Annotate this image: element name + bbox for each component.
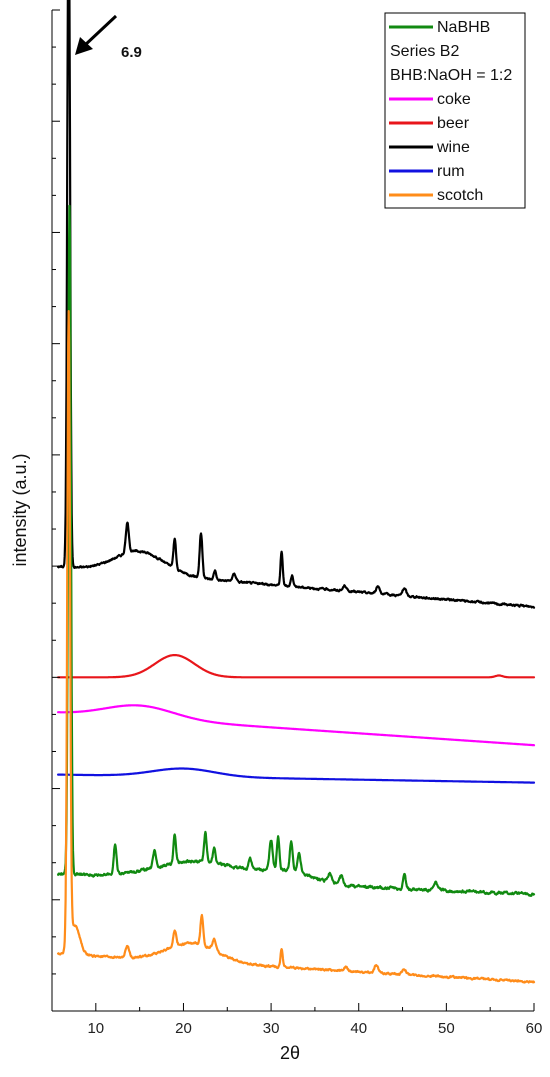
axes-layer bbox=[51, 10, 534, 1012]
legend-box bbox=[384, 12, 526, 209]
x-axis-label: 2θ bbox=[280, 1043, 300, 1063]
legend-label: beer bbox=[437, 115, 470, 132]
legend-label: scotch bbox=[437, 187, 483, 204]
legend-label: coke bbox=[437, 91, 471, 108]
legend-entry: rum bbox=[389, 163, 465, 180]
legend-entry: scotch bbox=[389, 187, 483, 204]
x-tick-label: 20 bbox=[175, 1020, 192, 1037]
legend-label: wine bbox=[436, 139, 470, 156]
legend-label: rum bbox=[437, 163, 465, 180]
legend-entry: BHB:NaOH = 1:2 bbox=[390, 67, 512, 84]
x-tick-label: 30 bbox=[263, 1020, 280, 1037]
legend-label: BHB:NaOH = 1:2 bbox=[390, 67, 512, 84]
legend-entry: beer bbox=[389, 115, 470, 132]
annotation-arrow-head bbox=[75, 37, 93, 55]
series-line-coke bbox=[57, 704, 536, 747]
legend-entry: Series B2 bbox=[390, 43, 459, 60]
series-line-nabhb bbox=[57, 204, 536, 897]
series-line-rum bbox=[57, 767, 536, 784]
legend-entries: NaBHB Series B2 BHB:NaOH = 1:2 coke beer wine… bbox=[389, 19, 512, 204]
x-tick-layer: 10 20 30 40 50 60 bbox=[51, 1003, 543, 1037]
series-line-scotch bbox=[57, 310, 536, 984]
legend-label: Series B2 bbox=[390, 43, 459, 60]
legend-entry: NaBHB bbox=[389, 19, 490, 36]
x-tick-label: 40 bbox=[350, 1020, 367, 1037]
x-tick-label: 50 bbox=[438, 1020, 455, 1037]
legend-label: NaBHB bbox=[437, 19, 490, 36]
annotation-label: 6.9 bbox=[121, 44, 142, 61]
y-tick-layer bbox=[52, 9, 60, 1012]
y-axis-label: intensity (a.u.) bbox=[10, 453, 30, 566]
series-layer bbox=[57, 0, 536, 984]
x-tick-label: 60 bbox=[526, 1020, 543, 1037]
legend: NaBHB Series B2 BHB:NaOH = 1:2 coke beer wine… bbox=[384, 12, 526, 209]
x-tick-label: 10 bbox=[87, 1020, 104, 1037]
annotation-arrow-shaft bbox=[82, 14, 118, 48]
legend-entry: wine bbox=[389, 139, 470, 156]
series-line-wine bbox=[57, 0, 536, 609]
series-line-beer bbox=[57, 654, 536, 679]
peak-annotation: 6.9 bbox=[75, 14, 142, 61]
legend-entry: coke bbox=[389, 91, 471, 108]
